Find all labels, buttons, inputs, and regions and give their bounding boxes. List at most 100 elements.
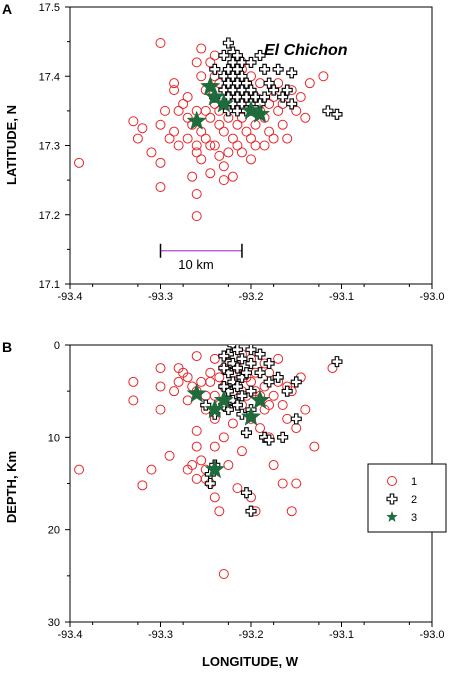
hypocenter-circle-mark	[223, 460, 234, 471]
scale-bar-label: 10 km	[178, 257, 213, 272]
b-y-tick-label: 10	[48, 432, 60, 444]
epicenter-circle-mark	[232, 140, 243, 151]
epicenter-circle-mark	[146, 147, 157, 158]
epicenter-circle-mark	[214, 119, 225, 130]
hypocenter-cross-mark	[245, 357, 257, 370]
hypocenter-cross-mark	[240, 427, 253, 439]
epicenter-circle-mark	[282, 133, 293, 144]
hypocenter-circle-mark	[286, 506, 297, 517]
hypocenter-circle-mark	[209, 441, 220, 452]
epicenter-cross-mark	[281, 84, 293, 96]
hypocenter-circle-mark	[205, 376, 216, 387]
hypocenter-circle-mark	[309, 441, 320, 452]
hypocenter-cross-mark	[200, 399, 212, 411]
epicenter-circle-mark	[236, 147, 247, 158]
epicenter-circle-mark	[227, 171, 238, 182]
hypocenter-cross-mark	[231, 399, 243, 411]
epicenter-circle-mark	[160, 105, 171, 116]
epicenter-circle-mark	[218, 126, 229, 137]
hypocenter-circle-mark	[164, 450, 175, 461]
hypocenter-circle-mark	[128, 376, 139, 387]
hypocenter-cross-mark	[331, 356, 343, 368]
hypocenter-cross-mark	[290, 376, 302, 388]
epicenter-star-mark	[186, 110, 207, 130]
hypocenter-cross-mark	[263, 376, 275, 388]
hypocenter-circle-mark	[155, 363, 166, 374]
epicenter-cross-mark	[236, 56, 248, 68]
b-x-axis-title: LONGITUDE, W	[202, 654, 299, 669]
hypocenter-circle-mark	[178, 367, 189, 378]
hypocenter-circle-mark	[169, 386, 180, 397]
panel-a-ticks	[65, 6, 433, 289]
epicenter-cross-mark	[231, 105, 243, 117]
hypocenter-circle-mark	[268, 460, 279, 471]
panel-b-ticks	[65, 344, 433, 627]
hypocenter-cross-mark	[254, 367, 266, 379]
hypocenter-circle-mark	[146, 464, 157, 475]
epicenter-circle-mark	[304, 78, 315, 89]
a-x-tick-label: -93.4	[57, 291, 82, 303]
epicenter-cross-mark	[286, 67, 298, 79]
epicenter-circle-mark	[214, 150, 225, 161]
epicenter-circle-mark	[241, 126, 252, 137]
epicenter-circle-mark	[205, 57, 216, 68]
epicenter-circle-mark	[182, 133, 193, 144]
epicenter-star-mark	[240, 100, 262, 120]
epicenter-circle-mark	[132, 133, 143, 144]
epicenter-circle-mark	[155, 119, 166, 130]
epicenter-circle-mark	[205, 168, 216, 179]
epicenter-circle-mark	[259, 140, 270, 151]
epicenter-circle-mark	[200, 133, 211, 144]
a-y-tick-label: 17.5	[39, 2, 60, 14]
epicenter-circle-mark	[209, 140, 220, 151]
panel-b-label: B	[2, 339, 12, 355]
epicenter-circle-mark	[191, 188, 202, 199]
epicenter-circle-mark	[169, 78, 180, 89]
hypocenter-cross-mark	[245, 505, 257, 517]
legend: 1 2 3	[367, 463, 447, 533]
epicenter-circle-mark	[277, 119, 288, 130]
epicenter-circle-mark	[268, 133, 279, 144]
hypocenter-circle-mark	[191, 425, 202, 436]
b-x-tick-label: -93.4	[57, 629, 82, 641]
hypocenter-star-mark	[249, 389, 271, 410]
hypocenter-circle-mark	[218, 432, 229, 443]
hypocenter-star-mark	[240, 406, 262, 426]
epicenter-circle-mark	[291, 105, 302, 116]
a-x-tick-label: -93.1	[329, 291, 354, 303]
hypocenter-circle-mark	[196, 376, 207, 387]
epicenter-circle-mark	[178, 98, 189, 109]
hypocenter-circle-mark	[277, 478, 288, 489]
hypocenter-circle-mark	[232, 483, 243, 494]
epicenter-circle-mark	[246, 133, 256, 144]
a-x-tick-label: -93.2	[238, 291, 263, 303]
hypocenter-circle-mark	[282, 413, 293, 424]
hypocenter-circle-mark	[137, 480, 148, 491]
hypocenter-cross-mark	[218, 362, 230, 374]
hypocenter-cross-mark	[245, 345, 257, 356]
panel-b-marks	[74, 345, 343, 579]
epicenter-circle-mark	[173, 140, 184, 151]
a-y-tick-label: 17.2	[39, 210, 60, 222]
legend-entry-1: 1	[411, 476, 417, 488]
epicenter-circle-mark	[264, 126, 275, 137]
hypocenter-circle-mark	[255, 423, 266, 434]
hypocenter-circle-mark	[291, 478, 302, 489]
hypocenter-cross-mark	[236, 371, 248, 383]
hypocenter-cross-mark	[231, 345, 243, 356]
epicenter-circle-mark	[232, 119, 243, 130]
epicenter-circle-mark	[209, 50, 220, 61]
hypocenter-circle-mark	[291, 423, 302, 434]
epicenter-circle-mark	[227, 133, 238, 144]
epicenter-circle-mark	[218, 175, 229, 186]
panel-a: A -93.4 -93.3 -93.2 -93.1 -93.0 17.1 17.…	[2, 1, 445, 303]
epicenter-circle-mark	[196, 154, 207, 165]
legend-entry-2: 2	[411, 494, 417, 506]
epicenter-cross-mark	[286, 98, 298, 110]
hypocenter-circle-mark	[187, 460, 198, 471]
hypocenter-circle-mark	[300, 404, 311, 415]
hypocenter-circle-mark	[155, 404, 166, 415]
hypocenter-circle-mark	[273, 353, 284, 364]
hypocenter-cross-mark	[236, 353, 248, 365]
panel-b: B -93.4 -93.3 -93.2 -93.1 -93.0 0 10 20 …	[2, 339, 447, 669]
